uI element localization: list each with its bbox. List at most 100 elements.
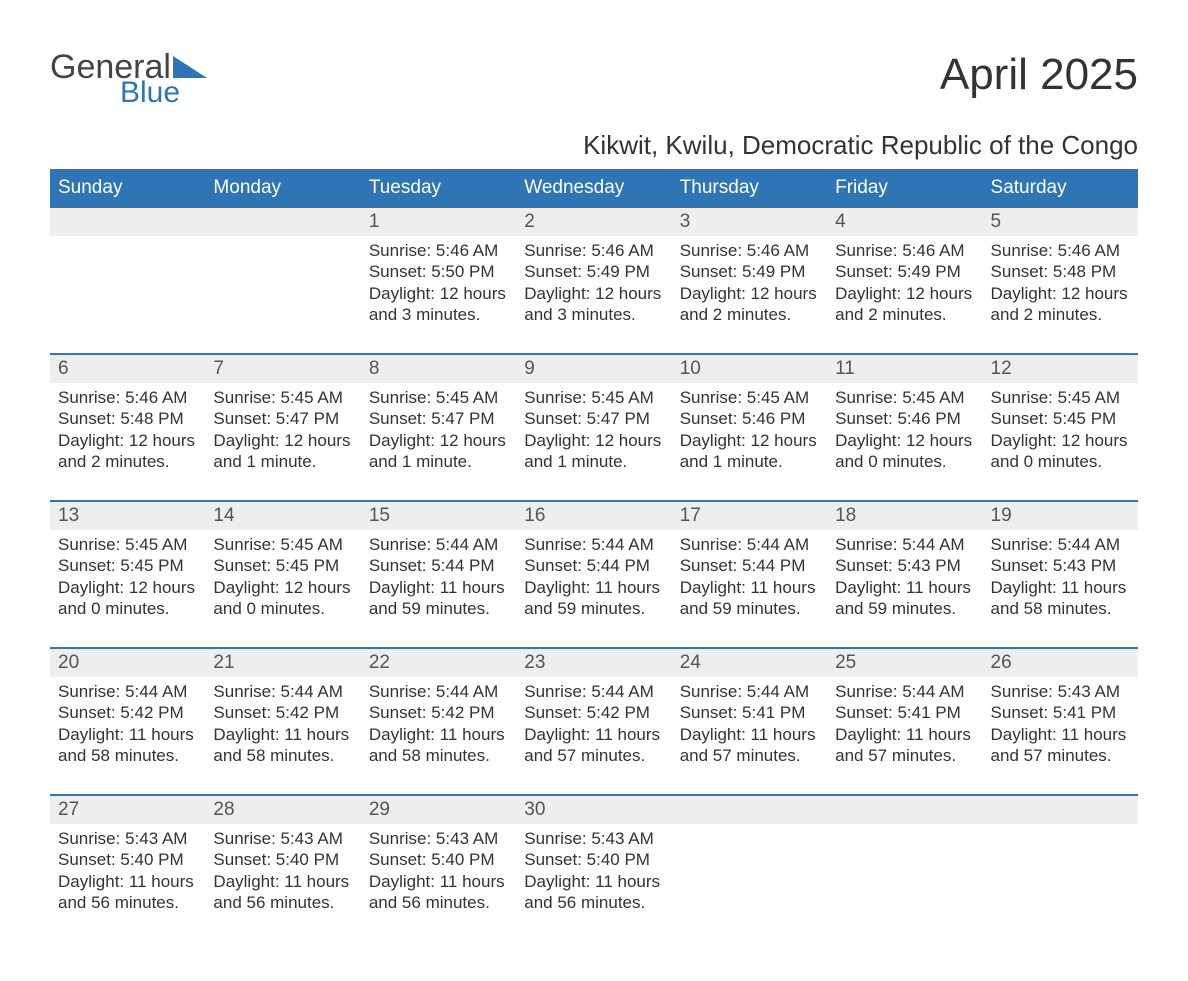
weekday-header: Thursday	[672, 171, 827, 206]
weeks-container: 12345Sunrise: 5:46 AMSunset: 5:50 PMDayl…	[50, 206, 1138, 941]
day-number: 10	[672, 355, 827, 383]
sunset-text: Sunset: 5:46 PM	[835, 408, 974, 429]
day-cell: Sunrise: 5:43 AMSunset: 5:41 PMDaylight:…	[983, 677, 1138, 794]
daylight-text-1: Daylight: 12 hours	[835, 283, 974, 304]
weekday-header: Monday	[205, 171, 360, 206]
daylight-text-2: and 0 minutes.	[991, 451, 1130, 472]
daylight-text-1: Daylight: 11 hours	[369, 871, 508, 892]
page-title: April 2025	[940, 50, 1138, 100]
daylight-text-1: Daylight: 12 hours	[991, 430, 1130, 451]
sunset-text: Sunset: 5:48 PM	[58, 408, 197, 429]
sunrise-text: Sunrise: 5:44 AM	[58, 681, 197, 702]
day-number-row: 20212223242526	[50, 649, 1138, 677]
daylight-text-2: and 3 minutes.	[524, 304, 663, 325]
day-cell	[205, 236, 360, 353]
daylight-text-2: and 59 minutes.	[369, 598, 508, 619]
sunset-text: Sunset: 5:42 PM	[369, 702, 508, 723]
daylight-text-2: and 59 minutes.	[524, 598, 663, 619]
sunset-text: Sunset: 5:44 PM	[369, 555, 508, 576]
sunset-text: Sunset: 5:45 PM	[991, 408, 1130, 429]
sunset-text: Sunset: 5:49 PM	[524, 261, 663, 282]
day-number-row: 6789101112	[50, 355, 1138, 383]
daylight-text-2: and 0 minutes.	[213, 598, 352, 619]
sunrise-text: Sunrise: 5:44 AM	[680, 534, 819, 555]
week-row: 13141516171819Sunrise: 5:45 AMSunset: 5:…	[50, 500, 1138, 647]
day-number-row: 27282930	[50, 796, 1138, 824]
daylight-text-2: and 58 minutes.	[369, 745, 508, 766]
sunset-text: Sunset: 5:44 PM	[524, 555, 663, 576]
day-detail-row: Sunrise: 5:44 AMSunset: 5:42 PMDaylight:…	[50, 677, 1138, 794]
sunrise-text: Sunrise: 5:43 AM	[991, 681, 1130, 702]
sunset-text: Sunset: 5:47 PM	[213, 408, 352, 429]
day-number: 27	[50, 796, 205, 824]
daylight-text-2: and 58 minutes.	[213, 745, 352, 766]
daylight-text-1: Daylight: 11 hours	[524, 724, 663, 745]
weekday-header: Wednesday	[516, 171, 671, 206]
day-cell: Sunrise: 5:46 AMSunset: 5:48 PMDaylight:…	[983, 236, 1138, 353]
daylight-text-2: and 56 minutes.	[213, 892, 352, 913]
day-number: 16	[516, 502, 671, 530]
day-number: 19	[983, 502, 1138, 530]
daylight-text-2: and 1 minute.	[213, 451, 352, 472]
calendar: Sunday Monday Tuesday Wednesday Thursday…	[50, 169, 1138, 941]
daylight-text-2: and 58 minutes.	[58, 745, 197, 766]
sunset-text: Sunset: 5:40 PM	[58, 849, 197, 870]
day-cell: Sunrise: 5:44 AMSunset: 5:41 PMDaylight:…	[827, 677, 982, 794]
daylight-text-2: and 57 minutes.	[835, 745, 974, 766]
sunrise-text: Sunrise: 5:45 AM	[369, 387, 508, 408]
day-number: 24	[672, 649, 827, 677]
sunrise-text: Sunrise: 5:43 AM	[524, 828, 663, 849]
day-cell: Sunrise: 5:44 AMSunset: 5:42 PMDaylight:…	[361, 677, 516, 794]
week-row: 12345Sunrise: 5:46 AMSunset: 5:50 PMDayl…	[50, 206, 1138, 353]
week-row: 6789101112 Sunrise: 5:46 AMSunset: 5:48 P…	[50, 353, 1138, 500]
day-number-row: 13141516171819	[50, 502, 1138, 530]
daylight-text-2: and 57 minutes.	[524, 745, 663, 766]
sunrise-text: Sunrise: 5:46 AM	[680, 240, 819, 261]
sunrise-text: Sunrise: 5:45 AM	[213, 387, 352, 408]
daylight-text-2: and 59 minutes.	[680, 598, 819, 619]
day-cell: Sunrise: 5:46 AMSunset: 5:49 PMDaylight:…	[516, 236, 671, 353]
day-number: 13	[50, 502, 205, 530]
weekday-header-row: Sunday Monday Tuesday Wednesday Thursday…	[50, 171, 1138, 206]
sunrise-text: Sunrise: 5:44 AM	[991, 534, 1130, 555]
sunrise-text: Sunrise: 5:44 AM	[680, 681, 819, 702]
day-cell: Sunrise: 5:44 AMSunset: 5:43 PMDaylight:…	[983, 530, 1138, 647]
sunrise-text: Sunrise: 5:45 AM	[991, 387, 1130, 408]
sunset-text: Sunset: 5:40 PM	[213, 849, 352, 870]
sunrise-text: Sunrise: 5:46 AM	[369, 240, 508, 261]
day-cell: Sunrise: 5:43 AMSunset: 5:40 PMDaylight:…	[205, 824, 360, 941]
day-cell: Sunrise: 5:43 AMSunset: 5:40 PMDaylight:…	[50, 824, 205, 941]
day-cell: Sunrise: 5:45 AMSunset: 5:45 PMDaylight:…	[205, 530, 360, 647]
sunset-text: Sunset: 5:41 PM	[680, 702, 819, 723]
daylight-text-1: Daylight: 11 hours	[524, 871, 663, 892]
daylight-text-1: Daylight: 12 hours	[369, 283, 508, 304]
day-number: 18	[827, 502, 982, 530]
day-number: 30	[516, 796, 671, 824]
day-cell	[672, 824, 827, 941]
daylight-text-1: Daylight: 11 hours	[369, 724, 508, 745]
sunset-text: Sunset: 5:49 PM	[835, 261, 974, 282]
sunrise-text: Sunrise: 5:44 AM	[524, 681, 663, 702]
day-cell: Sunrise: 5:45 AMSunset: 5:47 PMDaylight:…	[361, 383, 516, 500]
sunrise-text: Sunrise: 5:45 AM	[524, 387, 663, 408]
sunrise-text: Sunrise: 5:44 AM	[835, 681, 974, 702]
day-number: 9	[516, 355, 671, 383]
day-number: 11	[827, 355, 982, 383]
daylight-text-2: and 2 minutes.	[835, 304, 974, 325]
day-cell: Sunrise: 5:45 AMSunset: 5:46 PMDaylight:…	[672, 383, 827, 500]
sunset-text: Sunset: 5:46 PM	[680, 408, 819, 429]
day-cell: Sunrise: 5:44 AMSunset: 5:44 PMDaylight:…	[516, 530, 671, 647]
sunset-text: Sunset: 5:50 PM	[369, 261, 508, 282]
day-cell: Sunrise: 5:45 AMSunset: 5:47 PMDaylight:…	[516, 383, 671, 500]
day-detail-row: Sunrise: 5:45 AMSunset: 5:45 PMDaylight:…	[50, 530, 1138, 647]
daylight-text-1: Daylight: 11 hours	[213, 724, 352, 745]
day-number: 25	[827, 649, 982, 677]
day-number: 3	[672, 208, 827, 236]
sunset-text: Sunset: 5:45 PM	[58, 555, 197, 576]
sunrise-text: Sunrise: 5:46 AM	[58, 387, 197, 408]
day-cell	[50, 236, 205, 353]
day-cell: Sunrise: 5:44 AMSunset: 5:42 PMDaylight:…	[50, 677, 205, 794]
sunset-text: Sunset: 5:42 PM	[524, 702, 663, 723]
daylight-text-1: Daylight: 12 hours	[58, 430, 197, 451]
week-row: 27282930 Sunrise: 5:43 AMSunset: 5:40 PM…	[50, 794, 1138, 941]
